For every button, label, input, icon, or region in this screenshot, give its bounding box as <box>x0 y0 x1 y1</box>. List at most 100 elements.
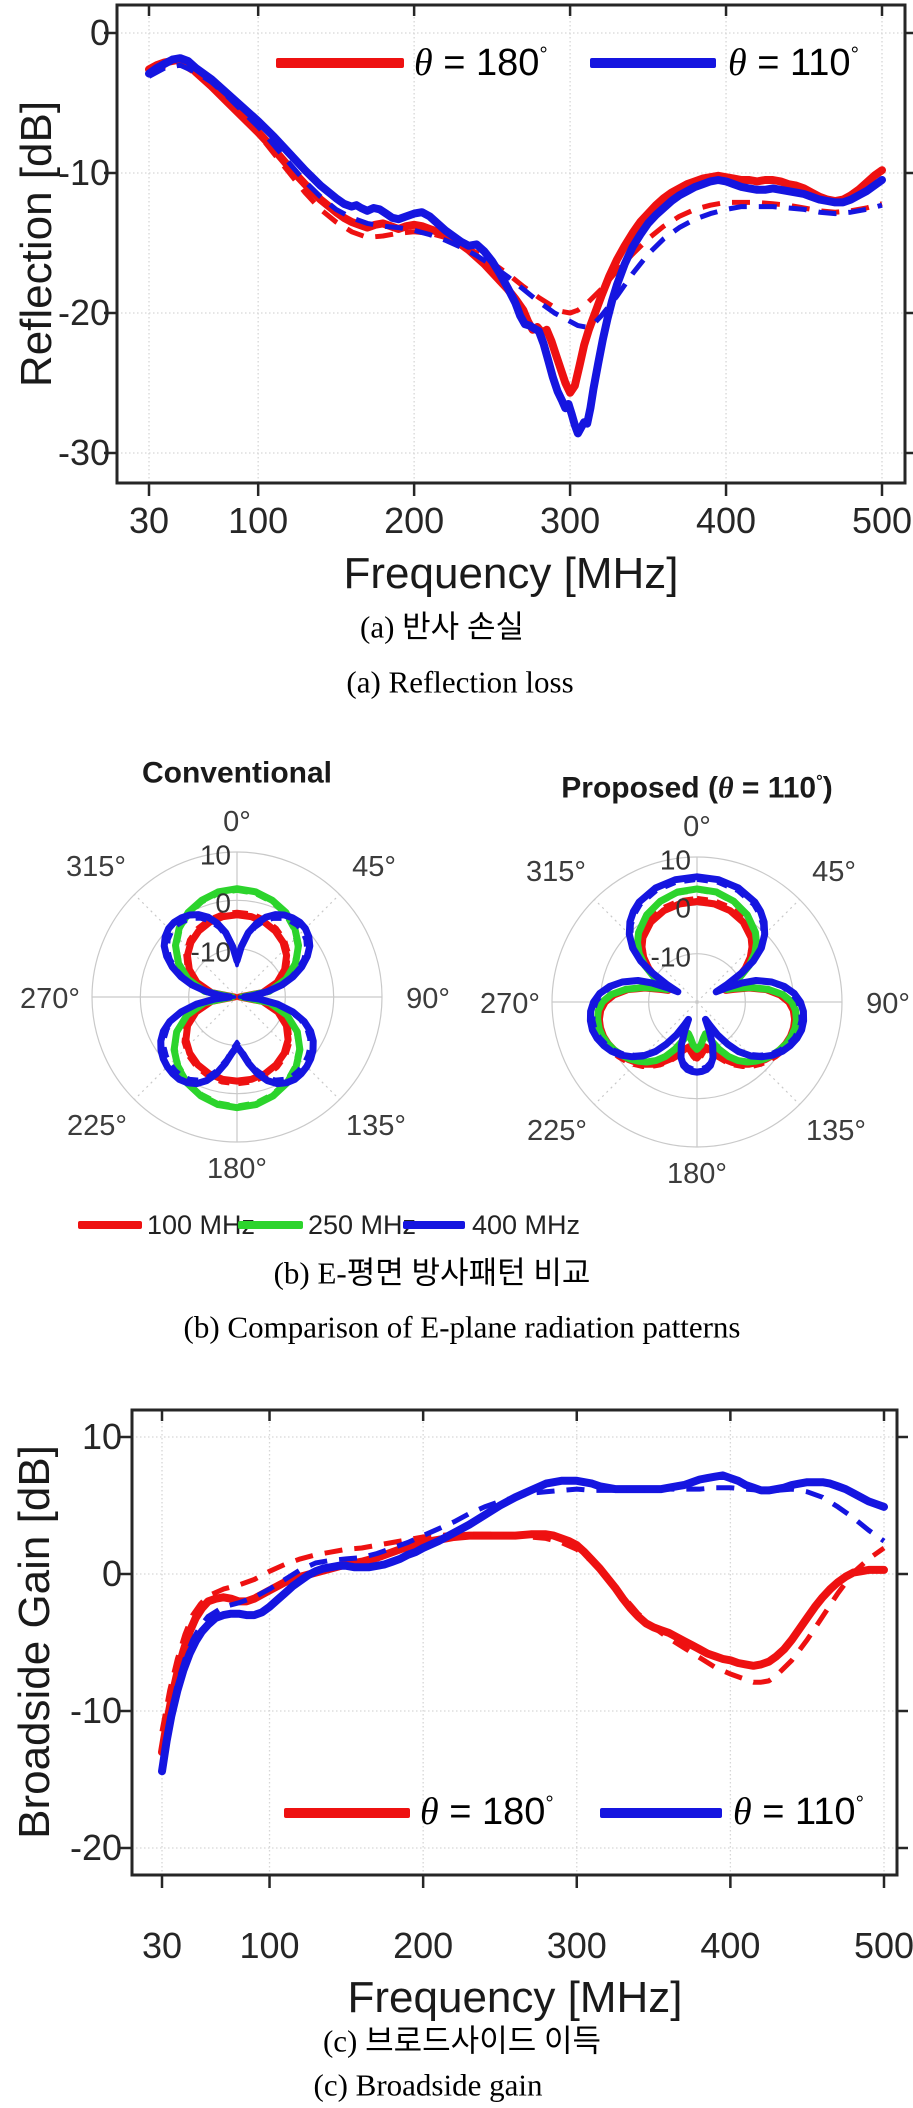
series-theta110-simulated <box>159 1485 886 1764</box>
polar-series-400MHz-simulated <box>163 917 311 1082</box>
caption-c-english: (c) Broadside gain <box>313 2067 543 2103</box>
legend-label-theta-110: θ = 110° <box>733 1791 864 1834</box>
legend-label-theta-180: θ = 180° <box>420 1791 554 1834</box>
degree-symbol: ° <box>855 1792 864 1816</box>
degree-symbol: ° <box>545 1792 554 1816</box>
theta-symbol: θ <box>728 42 747 85</box>
legend-value: = 180 <box>432 42 540 85</box>
degree-symbol: ° <box>539 43 548 67</box>
y-tick-label: 0 <box>89 12 110 54</box>
plot-border <box>115 3 907 485</box>
series-theta180-simulated <box>159 1531 886 1732</box>
caption-a-korean: (a) 반사 손실 <box>360 609 524 645</box>
x-tick-label: 400 <box>695 500 757 542</box>
polar-series-400MHz-simulated <box>591 878 803 1071</box>
degree-symbol: ° <box>816 772 823 791</box>
polar-angle-label: 225° <box>67 1109 127 1142</box>
polar-radial-label: 10 <box>659 844 691 876</box>
polar-angle-label: 90° <box>866 987 910 1020</box>
x-tick-label: 500 <box>851 500 913 542</box>
polar-series-400MHz-measured <box>157 911 317 1088</box>
caption-b-english: (b) Comparison of E-plane radiation patt… <box>183 1309 741 1345</box>
polar-angle-label: 90° <box>406 982 450 1015</box>
title-value: = 110 <box>733 771 817 805</box>
x-tick-label: 400 <box>700 1925 761 1967</box>
polar-radial-label: -10 <box>190 935 231 967</box>
polar-angle-label: 180° <box>667 1157 727 1190</box>
legend-label-theta-180: θ = 180° <box>414 42 548 85</box>
series-theta110-simulated <box>147 62 883 330</box>
y-tick-label: -10 <box>57 152 110 194</box>
y-tick-label: 0 <box>101 1553 122 1595</box>
polar-angle-label: 270° <box>480 987 540 1020</box>
polar-angle-label: 225° <box>527 1114 587 1147</box>
polar-spoke <box>134 894 238 998</box>
legend-value: = 110 <box>751 1791 856 1834</box>
y-tick-label: -20 <box>57 292 110 334</box>
x-tick-label: 100 <box>239 1925 300 1967</box>
polar-ring <box>551 856 843 1148</box>
legend-swatch-theta-180 <box>276 58 404 68</box>
polar-angle-label: 45° <box>352 850 396 883</box>
y-tick-label: -30 <box>57 432 110 474</box>
legend-label-theta-110: θ = 110° <box>728 42 859 85</box>
x-tick-label: 30 <box>141 1925 183 1967</box>
polar-ring <box>91 851 383 1143</box>
polar-ring <box>139 899 335 1095</box>
caption-b-korean: (b) E-평면 방사패턴 비교 <box>273 1255 591 1291</box>
x-tick-label: 500 <box>853 1925 913 1967</box>
series-theta180-measured <box>145 55 886 397</box>
x-tick-label: 30 <box>128 500 170 542</box>
reflection-x-axis-label: Frequency [MHz] <box>343 548 679 598</box>
polar-series-100MHz-simulated <box>181 909 293 1087</box>
legend-swatch-theta-110 <box>600 1808 722 1818</box>
gain-y-axis-label: Broadside Gain [dB] <box>9 1445 59 1839</box>
theta-symbol: θ <box>733 1791 752 1834</box>
theta-symbol: θ <box>717 771 734 805</box>
legend-label-250mhz: 250 MHz <box>308 1209 417 1240</box>
legend-label-100mhz: 100 MHz <box>147 1209 256 1240</box>
theta-symbol: θ <box>420 1791 439 1834</box>
degree-symbol: ° <box>850 43 859 67</box>
polar-title-proposed: Proposed (θ = 110°) <box>561 772 832 804</box>
x-tick-label: 300 <box>540 500 601 542</box>
polar-series-250MHz-measured <box>170 885 304 1112</box>
legend-swatch-400mhz <box>403 1221 465 1229</box>
polar-radial-label: 0 <box>675 892 691 924</box>
polar-title-conventional: Conventional <box>141 756 333 790</box>
polar-series-250MHz-simulated <box>174 889 300 1108</box>
polar-angle-label: 135° <box>346 1109 406 1142</box>
theta-symbol: θ <box>414 42 433 85</box>
y-tick-label: 10 <box>81 1416 122 1458</box>
polar-angle-label: 270° <box>20 982 80 1015</box>
title-text: Proposed ( <box>561 771 718 805</box>
polar-radial-label: 10 <box>199 839 231 871</box>
x-tick-label: 300 <box>546 1925 607 1967</box>
polar-angle-label: 45° <box>812 855 856 888</box>
y-tick-label: -20 <box>69 1827 122 1869</box>
title-text: ) <box>822 771 833 805</box>
plot-border <box>130 1408 899 1877</box>
polar-angle-label: 0° <box>683 810 711 843</box>
gain-x-axis-label: Frequency [MHz] <box>347 1972 683 2022</box>
legend-swatch-250mhz <box>238 1221 303 1229</box>
polar-angle-label: 315° <box>526 855 586 888</box>
series-theta110-measured <box>158 1471 888 1776</box>
legend-swatch-theta-180 <box>284 1808 410 1818</box>
polar-angle-label: 135° <box>806 1114 866 1147</box>
reflection-y-axis-label: Reflection [dB] <box>11 100 61 388</box>
polar-angle-label: 180° <box>207 1152 267 1185</box>
legend-label-400mhz: 400 MHz <box>472 1209 581 1240</box>
x-tick-label: 100 <box>228 500 289 542</box>
legend-value: = 180 <box>438 1791 546 1834</box>
polar-radial-label: -10 <box>650 940 691 972</box>
legend-swatch-100mhz <box>78 1221 142 1229</box>
series-theta110-measured <box>145 54 886 438</box>
legend-swatch-theta-110 <box>590 58 716 68</box>
polar-angle-label: 0° <box>223 805 251 838</box>
polar-angle-label: 315° <box>66 850 126 883</box>
caption-c-korean: (c) 브로드사이드 이득 <box>322 2023 602 2059</box>
x-tick-label: 200 <box>384 500 445 542</box>
